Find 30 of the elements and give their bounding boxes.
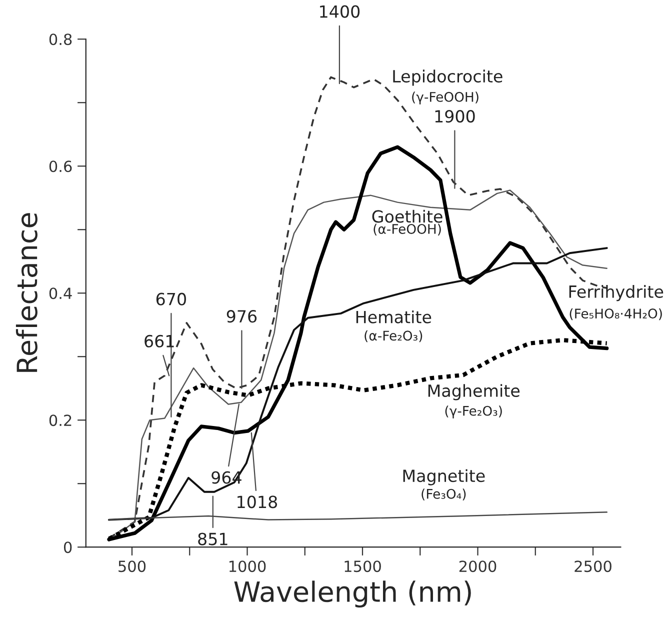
annotation: Maghemite (428, 384, 520, 400)
annotation: (α-FeOOH) (374, 224, 441, 236)
annotation: 976 (226, 310, 257, 323)
annotation: (γ-Fe₂O₃) (445, 406, 502, 418)
x-tick-label: 2000 (459, 560, 496, 572)
y-tick-label: 0.4 (49, 288, 72, 300)
annotation: 1400 (320, 5, 360, 18)
y-tick-label: 0 (64, 542, 72, 554)
y-axis-title: Reflectance (16, 213, 38, 372)
x-tick-label: 1500 (344, 560, 381, 572)
annotation: (γ-FeOOH) (412, 92, 478, 104)
x-tick-label: 500 (118, 560, 146, 572)
annotation: (Fe₃O₄) (422, 488, 466, 500)
y-tick-label: 0.2 (49, 414, 72, 426)
annotation: Lepidocrocite (393, 70, 502, 86)
x-axis-title: Wavelength (nm) (234, 580, 471, 608)
y-tick-label: 0.6 (49, 160, 72, 172)
x-tick-label: 2500 (574, 560, 612, 572)
x-tick-label: 1000 (229, 560, 266, 572)
annotation: 1018 (238, 496, 278, 508)
annotation: 851 (198, 532, 228, 546)
annotation: 1900 (435, 110, 475, 123)
annotation: Goethite (372, 210, 442, 223)
annotation: Ferrihydrite (569, 285, 664, 302)
annotation: (α-Fe₂O₃) (364, 330, 422, 342)
annotation: Magnetite (403, 469, 485, 486)
annotation: (Fe₅HO₈·4H₂O) (570, 308, 662, 320)
annotation: Hematite (356, 310, 432, 324)
y-tick-label: 0.8 (49, 34, 72, 46)
annotation: 670 (156, 292, 186, 306)
